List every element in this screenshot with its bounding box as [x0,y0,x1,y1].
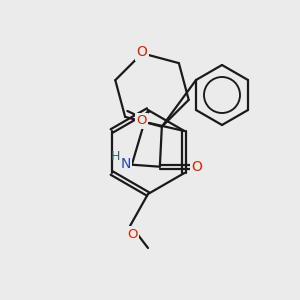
Text: O: O [136,115,147,128]
Text: O: O [127,227,137,241]
Text: O: O [137,45,148,59]
Text: N: N [121,157,131,171]
Text: H: H [111,150,121,163]
Text: O: O [191,160,202,174]
